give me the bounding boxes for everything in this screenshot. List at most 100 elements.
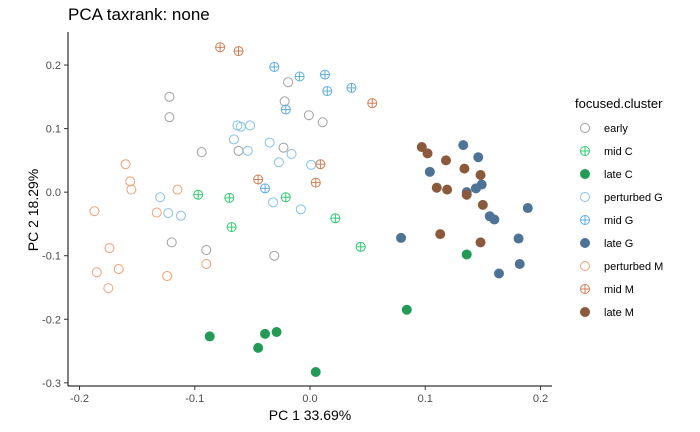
data-point: [215, 42, 226, 53]
legend-item-early: early: [580, 123, 628, 135]
chart-title: PCA taxrank: none: [68, 5, 210, 24]
data-point: [233, 46, 244, 57]
data-point: [269, 61, 280, 72]
legend-item-late-m: late M: [580, 307, 634, 319]
data-point: [475, 169, 486, 180]
data-point: [310, 367, 321, 378]
data-point: [271, 326, 282, 337]
data-point: [475, 237, 486, 248]
data-point: [280, 192, 291, 203]
data-point: [470, 183, 481, 194]
legend-marker: [580, 146, 590, 156]
data-point: [155, 192, 166, 203]
legend-marker: [580, 307, 590, 317]
data-point: [269, 250, 280, 261]
data-point: [193, 189, 204, 200]
data-point: [306, 159, 317, 170]
data-point: [260, 183, 271, 194]
data-point: [315, 159, 326, 170]
series-mid-m: [215, 42, 378, 188]
data-point: [416, 142, 427, 153]
series-perturbed-m: [89, 159, 212, 294]
data-point: [346, 82, 357, 93]
y-axis-title: PC 2 18.29%: [25, 169, 41, 252]
data-point: [422, 148, 433, 159]
legend-label: mid G: [604, 215, 633, 227]
data-point: [253, 174, 264, 185]
data-point: [273, 157, 284, 168]
data-point: [175, 210, 186, 221]
data-point: [235, 121, 246, 132]
data-point: [294, 71, 305, 82]
data-point: [330, 213, 341, 224]
y-tick-label: 0.0: [46, 187, 61, 199]
y-tick-label: 0.1: [46, 124, 61, 136]
series-early: [164, 77, 328, 261]
data-point: [317, 117, 328, 128]
data-point: [461, 249, 472, 260]
data-point: [162, 271, 173, 282]
data-point: [126, 184, 137, 195]
data-point: [514, 258, 525, 269]
legend: focused.cluster early mid C late C perturbe…: [575, 96, 663, 319]
x-tick-label: 0.1: [418, 393, 433, 405]
x-tick-label: -0.1: [185, 393, 204, 405]
legend-marker: [580, 169, 590, 179]
data-point: [401, 304, 412, 315]
series-mid-c: [193, 189, 366, 252]
data-point: [442, 184, 453, 195]
x-tick-label: 0.2: [533, 393, 548, 405]
data-point: [233, 145, 244, 156]
data-point: [489, 214, 500, 225]
data-point: [522, 203, 533, 214]
data-point: [459, 163, 470, 174]
data-point: [310, 177, 321, 188]
data-point: [435, 229, 446, 240]
y-tick-label: -0.2: [42, 314, 61, 326]
data-point: [201, 258, 212, 269]
data-point: [322, 86, 333, 97]
legend-item-late-c: late C: [580, 169, 633, 181]
data-point: [89, 206, 100, 217]
data-point: [224, 192, 235, 203]
series-late-m: [416, 142, 488, 248]
data-point: [268, 197, 279, 208]
data-point: [125, 176, 136, 187]
legend-marker: [580, 284, 590, 294]
legend-marker: [580, 261, 590, 271]
legend-marker: [580, 238, 590, 248]
legend-marker: [580, 123, 590, 133]
data-point: [279, 96, 290, 107]
legend-label: late M: [604, 307, 634, 319]
data-point: [461, 189, 472, 200]
legend-item-mid-c: mid C: [580, 146, 633, 158]
data-point: [286, 149, 297, 160]
legend-item-perturbed-g: perturbed G: [580, 192, 663, 204]
data-point: [278, 142, 289, 153]
data-point: [493, 268, 504, 279]
y-tick-label: -0.3: [42, 378, 61, 390]
data-point: [431, 182, 442, 193]
data-point: [260, 328, 271, 339]
data-point: [424, 166, 435, 177]
x-tick-label: -0.2: [70, 393, 89, 405]
data-point: [245, 120, 256, 131]
data-point: [164, 112, 175, 123]
data-point: [283, 77, 294, 88]
plot-area: [89, 42, 533, 378]
legend-item-perturbed-m: perturbed M: [580, 261, 663, 273]
legend-label: mid M: [604, 284, 634, 296]
data-point: [172, 184, 183, 195]
legend-label: late G: [604, 238, 633, 250]
data-point: [253, 342, 264, 353]
legend-marker: [580, 192, 590, 202]
legend-label: early: [604, 123, 628, 135]
data-point: [319, 69, 330, 80]
data-point: [91, 267, 102, 278]
legend-item-mid-g: mid G: [580, 215, 633, 227]
data-point: [196, 147, 207, 158]
data-point: [103, 283, 114, 294]
data-point: [151, 207, 162, 218]
data-point: [396, 232, 407, 243]
